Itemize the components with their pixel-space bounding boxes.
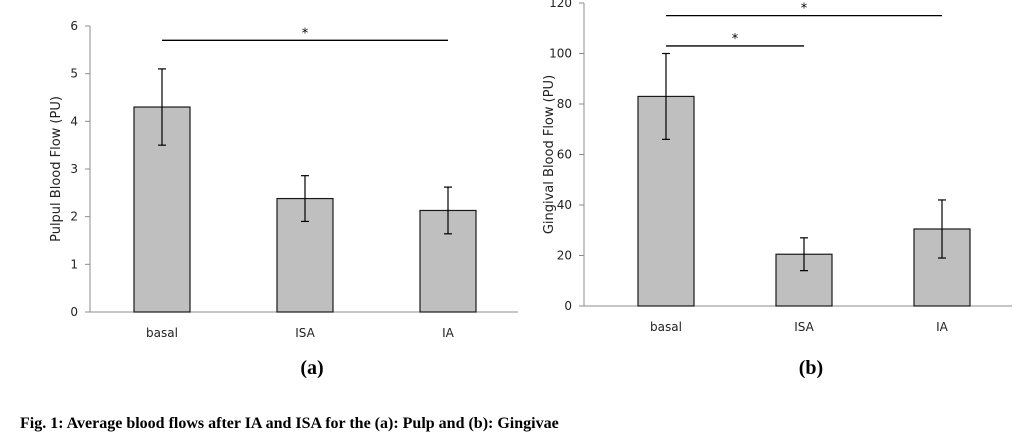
y-tick-label: 2 <box>70 210 78 224</box>
panel-label-b: (b) <box>799 357 823 379</box>
chart-panel-b: 0 20 40 60 80 100 120 Gingival Blood Flow (PU) b… <box>542 0 1012 334</box>
y-tick-label: 5 <box>70 67 78 81</box>
significance-label: * <box>732 32 739 47</box>
y-tick-label: 1 <box>70 257 78 271</box>
y-axis-title: Pulpul Blood Flow (PU) <box>49 96 64 242</box>
y-tick-label: 0 <box>70 305 78 319</box>
y-axis-title: Gingival Blood Flow (PU) <box>542 75 557 234</box>
chart-panel-a: 0 1 2 3 4 5 6 Pulpul Blood Flow (PU) basal ISA IA * <box>49 19 518 340</box>
y-tick-label: 120 <box>549 0 572 10</box>
significance-label: * <box>302 26 309 41</box>
y-tick-label: 100 <box>549 47 572 61</box>
category-label: basal <box>146 326 178 340</box>
y-tick-label: 80 <box>557 97 572 111</box>
y-tick-label: 6 <box>70 19 78 33</box>
category-label: IA <box>442 326 455 340</box>
panel-label-a: (a) <box>300 357 323 379</box>
category-label: ISA <box>794 320 814 334</box>
y-tick-label: 40 <box>557 198 572 212</box>
y-tick-label: 20 <box>557 249 572 263</box>
category-label: basal <box>650 320 682 334</box>
y-tick-label: 60 <box>557 148 572 162</box>
y-tick-label: 0 <box>564 299 572 313</box>
category-label: IA <box>936 320 949 334</box>
category-label: ISA <box>295 326 315 340</box>
y-tick-label: 3 <box>70 162 78 176</box>
figure-caption: Fig. 1: Average blood flows after IA and… <box>20 415 559 432</box>
y-tick-label: 4 <box>70 114 78 128</box>
significance-label: * <box>801 2 808 17</box>
bar <box>133 106 191 313</box>
